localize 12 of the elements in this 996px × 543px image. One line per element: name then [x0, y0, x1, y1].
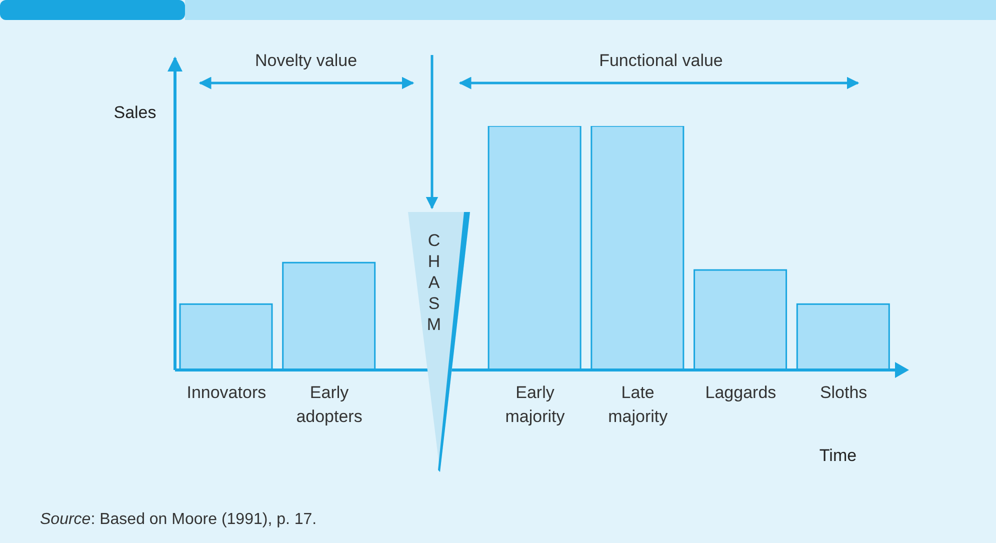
- x-tick-label: Laggards: [705, 383, 776, 402]
- x-axis-title: Time: [819, 446, 857, 465]
- y-axis-title: Sales: [114, 103, 156, 122]
- x-tick-label: Early adopters: [296, 383, 362, 426]
- text: Novelty value: [254, 51, 358, 70]
- source-note: Source: Based on Moore (1991), p. 17.: [40, 511, 317, 528]
- text: Functional value: [599, 51, 723, 70]
- x-tick-label: Early majority: [505, 383, 566, 426]
- annotation: CHASM: [426, 231, 442, 334]
- x-tick-label: Late majority: [608, 383, 668, 426]
- x-tick-label: Innovators: [186, 383, 266, 402]
- x-tick-label: Sloths: [820, 383, 868, 402]
